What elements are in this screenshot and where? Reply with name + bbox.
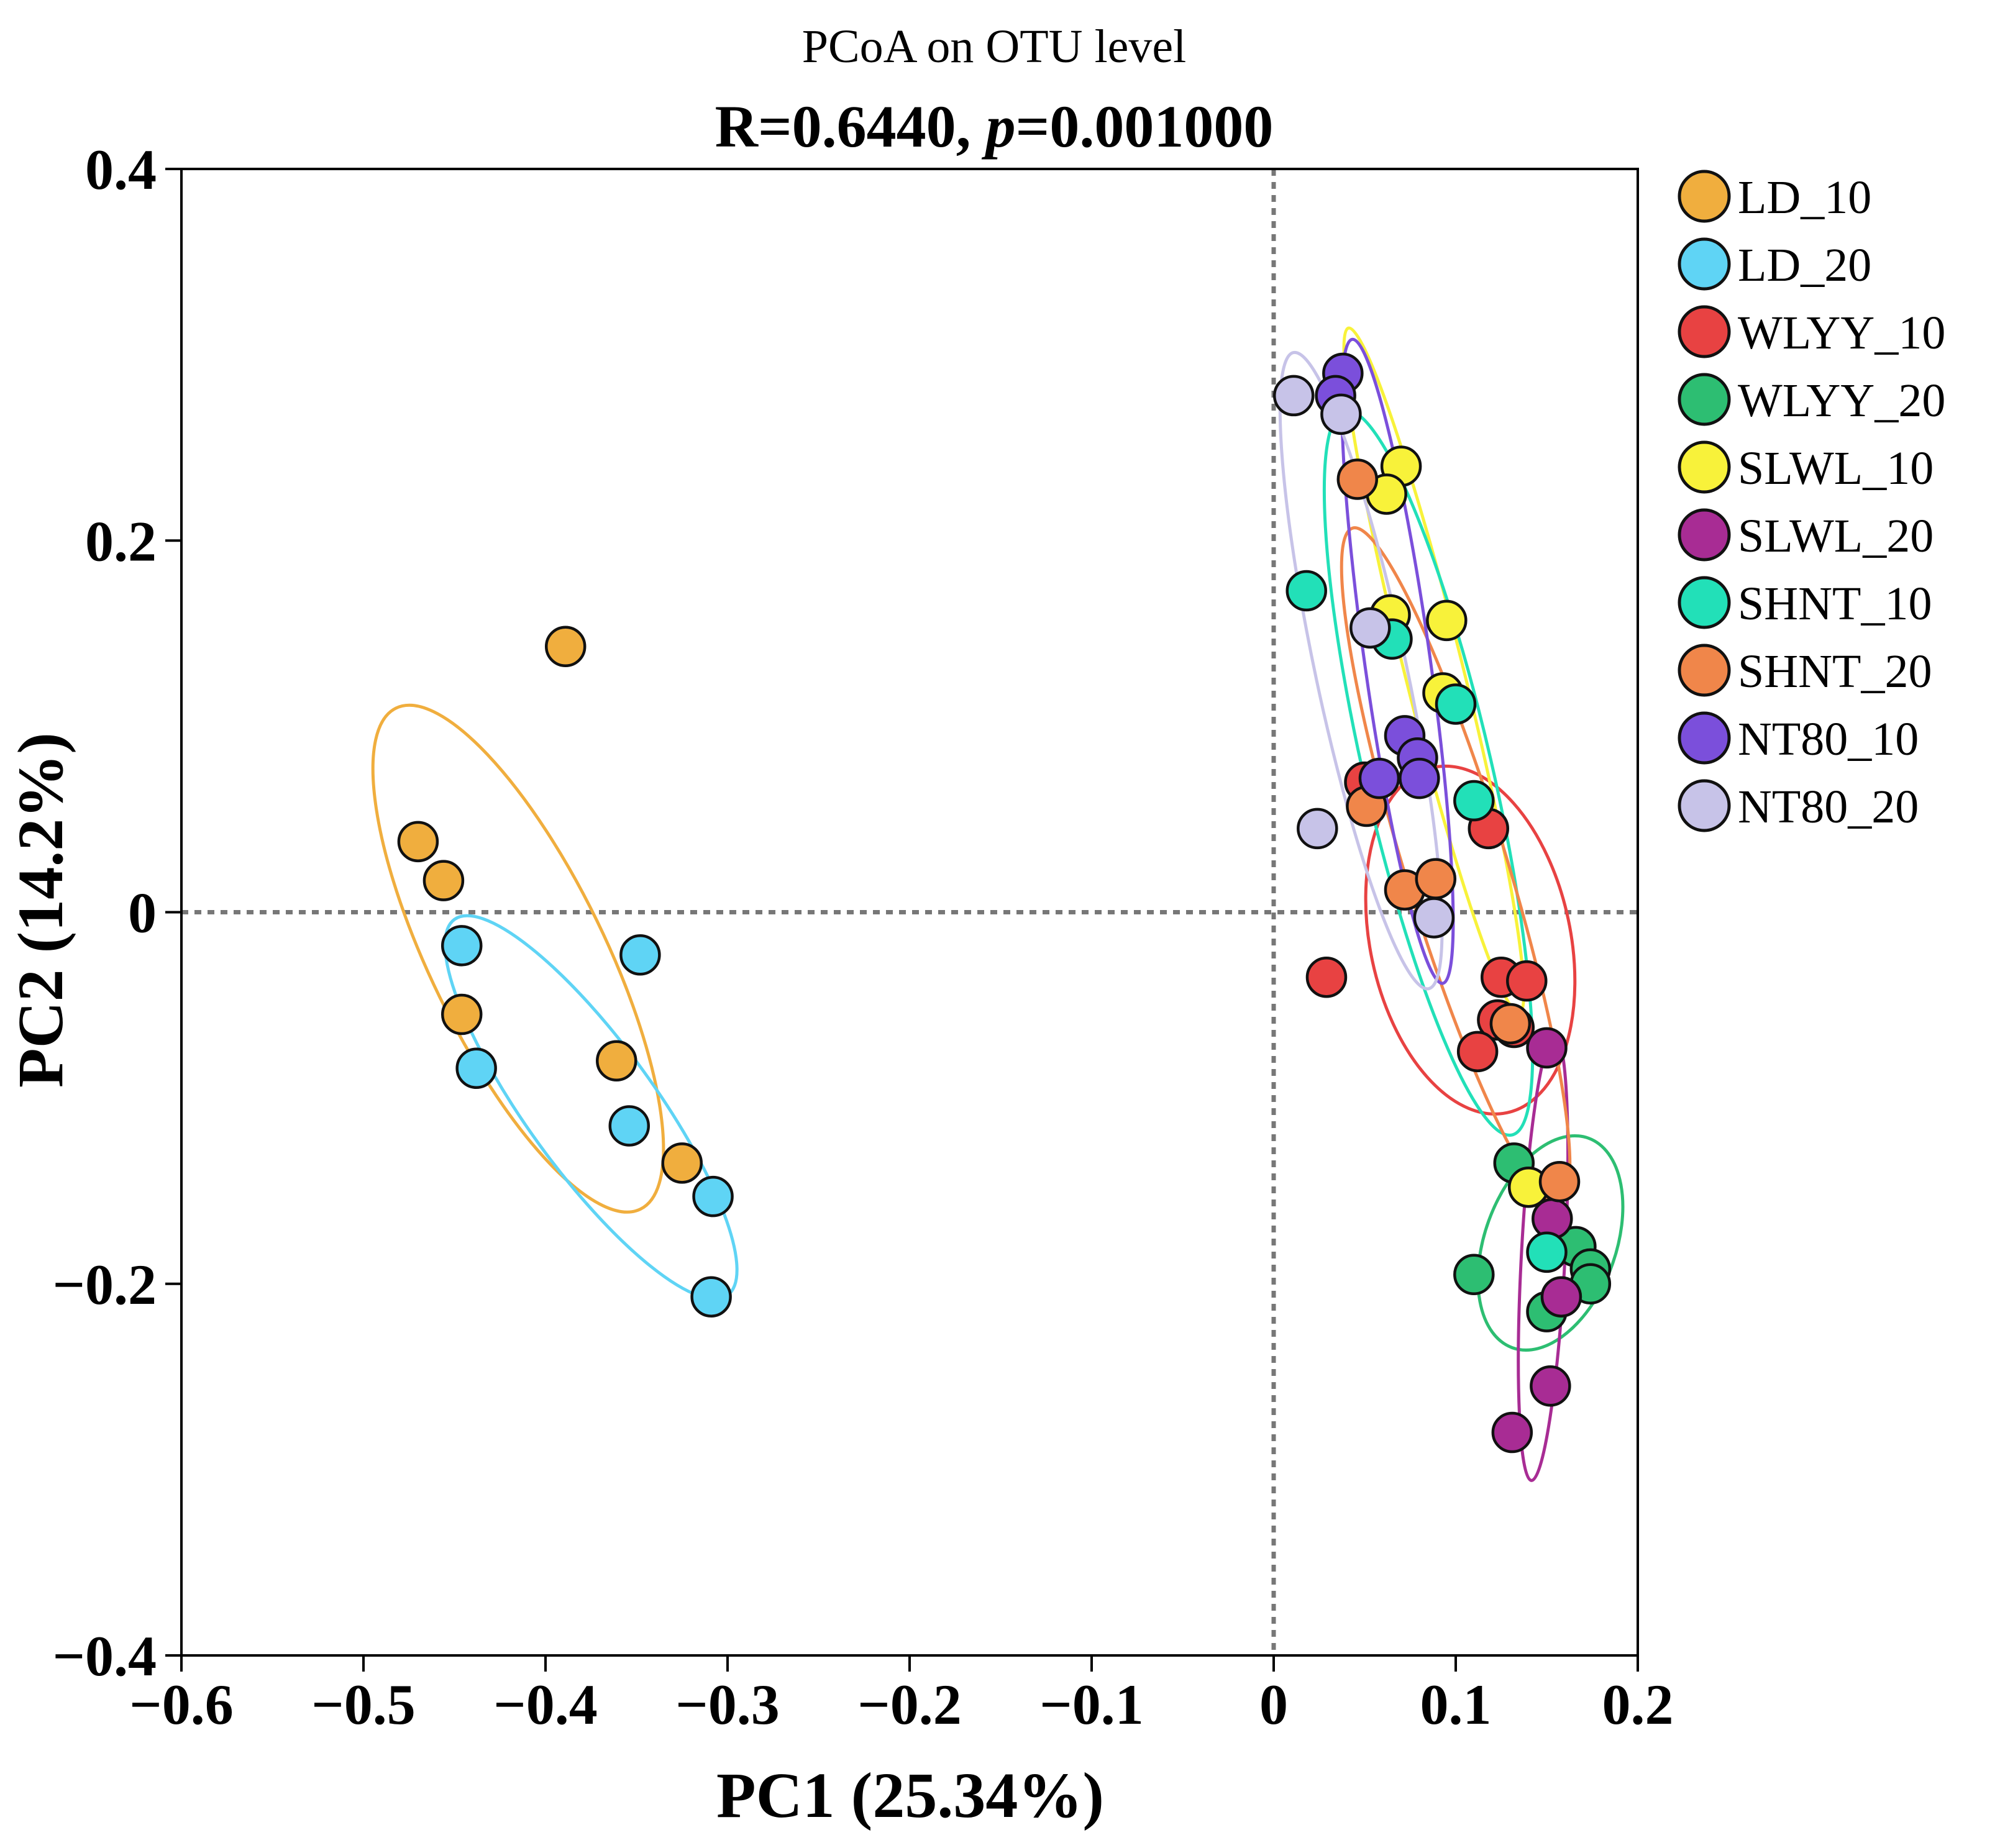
confidence-ellipses [371, 326, 1625, 1482]
y-axis-label: PC2 (14.2%) [5, 732, 76, 1088]
point-nt80-20 [1413, 897, 1455, 939]
legend-label-slwl-20: SLWL_20 [1738, 510, 1934, 562]
legend-label-nt80-20: NT80_20 [1738, 781, 1919, 833]
point-shnt-20 [1538, 1160, 1581, 1203]
legend-marker-wlyy-20 [1678, 373, 1731, 426]
x-tick-label: 0.2 [1602, 1673, 1674, 1736]
legend-marker-wlyy-10 [1678, 305, 1731, 358]
chart-title: PCoA on OTU level [802, 20, 1187, 73]
x-tick-label: −0.2 [857, 1673, 961, 1736]
point-ld-10 [422, 860, 465, 901]
ellipse-wlyy-20 [1476, 1134, 1625, 1352]
legend-label-wlyy-10: WLYY_10 [1738, 307, 1945, 359]
point-ld-20 [608, 1105, 651, 1147]
x-tick-label: −0.4 [493, 1673, 597, 1736]
point-wlyy-10 [1506, 960, 1548, 1002]
legend: LD_10 LD_20 WLYY_10 WLYY_20 SLWL_10 SLWL_20 SH… [1678, 170, 1945, 833]
legend-marker-ld-10 [1678, 170, 1731, 223]
x-tick-label: −0.6 [129, 1673, 233, 1736]
point-ld-20 [619, 934, 661, 976]
x-tick-label: −0.5 [311, 1673, 415, 1736]
point-ld-20 [692, 1175, 734, 1218]
x-tick-label: −0.3 [675, 1673, 779, 1736]
x-tick-label: −0.1 [1039, 1673, 1143, 1736]
point-wlyy-10 [1456, 1031, 1499, 1073]
x-axis-label: PC1 (25.34%) [716, 1760, 1104, 1831]
legend-label-ld-10: LD_10 [1738, 171, 1871, 224]
point-nt80-10 [1399, 757, 1440, 799]
point-shnt-10 [1453, 780, 1495, 822]
point-ld-20 [455, 1047, 497, 1090]
legend-marker-shnt-20 [1678, 644, 1731, 697]
point-wlyy-10 [1305, 956, 1348, 998]
point-nt80-20 [1349, 607, 1391, 649]
point-shnt-10 [1526, 1231, 1568, 1273]
point-shnt-10 [1435, 683, 1477, 725]
y-tick-label: 0.2 [85, 509, 157, 573]
data-points [397, 352, 1612, 1454]
y-axis-ticks: 0.4 0.2 0 −0.2 −0.4 [53, 138, 181, 1688]
subtitle-prefix: R=0.6440, [715, 93, 986, 160]
legend-marker-slwl-10 [1678, 440, 1731, 494]
subtitle-italic: p [982, 93, 1016, 160]
y-tick-label: 0 [128, 881, 157, 945]
legend-label-shnt-10: SHNT_10 [1738, 578, 1932, 630]
legend-marker-nt80-20 [1678, 779, 1731, 832]
y-tick-label: −0.4 [53, 1624, 157, 1688]
point-ld-10 [397, 821, 439, 863]
point-nt80-10 [1358, 757, 1400, 799]
point-slwl-20 [1526, 1027, 1568, 1069]
legend-label-slwl-10: SLWL_10 [1738, 442, 1934, 494]
legend-marker-shnt-10 [1678, 576, 1731, 629]
legend-label-nt80-10: NT80_10 [1738, 713, 1919, 765]
point-slwl-20 [1491, 1411, 1533, 1454]
reference-lines [181, 169, 1638, 1655]
point-ld-10 [596, 1040, 637, 1082]
point-shnt-10 [1285, 570, 1327, 612]
point-slwl-10 [1426, 599, 1468, 642]
point-ld-10 [544, 626, 587, 668]
point-nt80-20 [1272, 375, 1315, 417]
point-slwl-20 [1532, 1198, 1573, 1240]
legend-label-shnt-20: SHNT_20 [1738, 645, 1932, 698]
point-shnt-20 [1336, 458, 1379, 500]
legend-marker-nt80-10 [1678, 711, 1731, 765]
x-axis-ticks: −0.6 −0.5 −0.4 −0.3 −0.2 −0.1 0 0.1 0.2 [129, 1655, 1674, 1736]
point-ld-10 [441, 993, 483, 1036]
ellipse-nt80-20 [1278, 350, 1444, 991]
point-ld-10 [661, 1142, 703, 1184]
subtitle-suffix: =0.001000 [1016, 93, 1274, 160]
point-shnt-20 [1415, 858, 1457, 899]
point-slwl-20 [1530, 1365, 1571, 1407]
ellipse-ld-10 [371, 703, 665, 1214]
point-ld-20 [441, 925, 483, 967]
x-tick-label: 0 [1259, 1673, 1288, 1736]
point-nt80-20 [1320, 393, 1362, 435]
point-wlyy-20 [1453, 1254, 1495, 1296]
legend-marker-ld-20 [1678, 237, 1731, 291]
point-slwl-20 [1540, 1276, 1582, 1318]
legend-marker-slwl-20 [1678, 508, 1731, 562]
point-shnt-20 [1489, 1003, 1532, 1045]
point-ld-20 [690, 1276, 732, 1318]
ellipse-nt80-10 [1340, 337, 1455, 985]
chart-subtitle: R=0.6440, p=0.001000 [715, 93, 1274, 160]
y-tick-label: −0.2 [53, 1253, 157, 1316]
x-tick-label: 0.1 [1420, 1673, 1492, 1736]
point-nt80-20 [1297, 808, 1338, 850]
y-tick-label: 0.4 [85, 138, 157, 201]
legend-label-wlyy-20: WLYY_20 [1738, 375, 1945, 427]
legend-label-ld-20: LD_20 [1738, 239, 1871, 291]
